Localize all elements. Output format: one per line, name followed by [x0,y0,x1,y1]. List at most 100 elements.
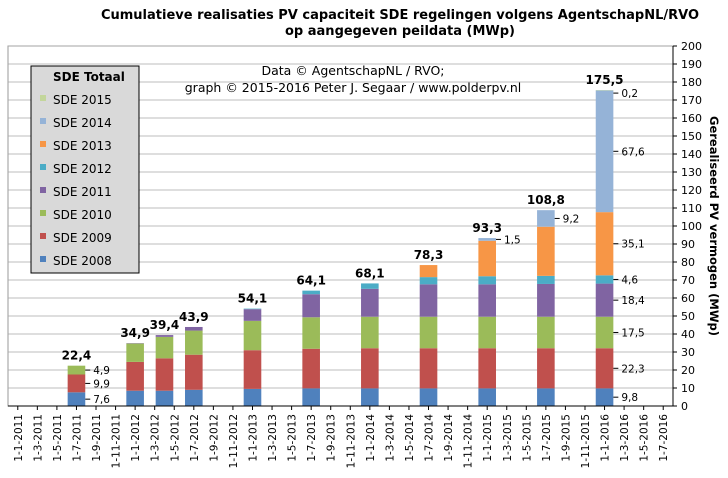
segment-value-label: 4,6 [621,274,638,286]
bar-segment [185,389,203,406]
y-tick-label: 110 [681,202,702,215]
x-axis-ticks: 1-1-2011 1-3-2011 1-5-2011 1-7-2011 1-9-2011… [13,406,670,468]
bar-segment [419,316,438,349]
bar-segment [302,290,320,295]
y-tick-label: 100 [681,220,702,233]
segment-value-label: 0,2 [621,88,638,100]
legend-swatch [40,95,46,101]
y-tick-label: 120 [681,184,702,197]
x-tick-label: 1-11-2013 [345,414,357,468]
segment-value-label: 18,4 [621,295,645,307]
bar-segment [185,326,203,331]
y-tick-label: 40 [681,328,695,341]
legend-swatch [40,256,46,262]
bar-total-label: 93,3 [472,221,502,235]
legend-box [30,65,140,274]
bar-segment [302,388,320,406]
bar-segment [595,348,614,389]
legend-swatch [40,210,46,216]
bar-segment [478,284,496,317]
x-tick-label: 1-7-2011 [71,414,83,462]
bar-segment [185,330,203,355]
y-tick-label: 180 [681,76,702,89]
bar-segment [361,388,379,406]
annotations-group: 4,99,9 7,6 1,5 9,2 0,2 67,6 35,1 4,6 18,4 17,5 22,… [85,88,645,406]
bar-total-label: 175,5 [586,73,624,87]
chart-title-line1: Cumulatieve realisaties PV capaciteit SD… [101,8,699,23]
segment-value-label: 7,6 [93,394,110,406]
legend-label: SDE 2013 [53,139,112,153]
segment-value-label: 9,8 [621,392,638,404]
y-tick-label: 200 [681,40,702,53]
legend-title: SDE Totaal [53,70,125,84]
y-tick-label: 190 [681,58,702,71]
bar-total-label: 22,4 [62,349,92,363]
bar-segment [243,388,262,406]
segment-value-label: 67,6 [621,146,645,158]
bar-segment [478,240,496,277]
bar-segment [478,238,496,241]
bar-segment [155,335,174,337]
x-tick-label: 1-1-2015 [482,414,494,462]
x-tick-label: 1-7-2014 [424,414,436,462]
legend-items: SDE 2015 SDE 2014 SDE 2013 SDE 2012 SDE 2011… [40,93,112,268]
bar-segment [243,320,262,351]
legend-swatch [40,164,46,170]
y-tick-label: 80 [681,256,695,269]
bar-segment [243,350,262,389]
legend-label: SDE 2008 [53,254,112,268]
bar-segment [361,283,379,289]
bars-group [67,90,614,406]
bar-segment [155,358,174,391]
x-tick-label: 1-1-2011 [13,414,25,462]
bar-segment [126,390,144,406]
x-tick-label: 1-3-2013 [267,414,279,462]
legend-label: SDE 2011 [53,185,112,199]
bar-total-label: 39,4 [150,318,180,332]
x-tick-label: 1-1-2012 [130,414,142,462]
bar-segment [67,365,86,375]
y-tick-label: 130 [681,166,702,179]
y-tick-label: 170 [681,94,702,107]
segment-value-label: 9,9 [93,378,110,390]
x-tick-label: 1-3-2011 [32,414,44,462]
x-tick-label: 1-1-2013 [247,414,259,462]
chart-title-line2: op aangegeven peildata (MWp) [285,24,515,39]
y-tick-label: 0 [681,400,688,413]
x-tick-label: 1-5-2016 [639,414,651,462]
bar-total-label: 68,1 [355,266,385,280]
x-tick-label: 1-11-2014 [463,414,475,469]
bar-segment [155,336,174,359]
legend-label: SDE 2012 [53,162,112,176]
legend-swatch [40,118,46,124]
bar-segment [361,348,379,389]
x-tick-label: 1-5-2013 [287,414,299,462]
segment-value-label: 22,3 [621,363,644,375]
bar-segment [537,210,555,227]
x-tick-label: 1-7-2015 [541,414,553,462]
bar-segment [419,277,438,285]
x-tick-label: 1-3-2012 [150,414,162,462]
x-tick-label: 1-11-2012 [228,414,240,468]
y-tick-label: 20 [681,364,695,377]
bar-segment [126,361,144,391]
legend-swatch [40,233,46,239]
x-tick-label: 1-1-2014 [365,414,377,462]
segment-value-label: 17,5 [621,327,644,339]
y-tick-label: 50 [681,310,695,323]
bar-total-label: 64,1 [296,274,326,288]
bar-total-label: 108,8 [527,193,565,207]
x-tick-label: 1-5-2012 [169,414,181,462]
segment-value-label: 4,9 [93,365,110,377]
x-tick-label: 1-9-2014 [443,414,455,462]
x-tick-label: 1-9-2011 [91,414,103,462]
x-tick-label: 1-7-2013 [306,414,318,462]
legend-label: SDE 2015 [53,93,112,107]
bar-segment [419,388,438,406]
y-tick-label: 70 [681,274,695,287]
segment-value-label: 9,2 [563,213,580,225]
x-tick-label: 1-11-2011 [111,414,123,468]
x-tick-label: 1-3-2016 [619,414,631,462]
x-tick-label: 1-1-2016 [600,414,612,462]
